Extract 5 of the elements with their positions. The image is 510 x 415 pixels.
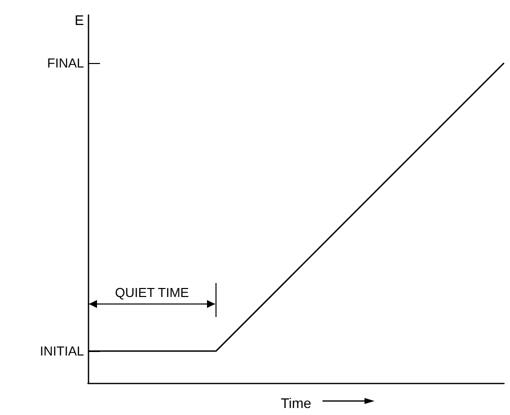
y-axis-title: E: [74, 12, 84, 28]
x-axis-title: Time: [280, 395, 312, 411]
annotation: QUIET TIME: [115, 284, 190, 300]
text: FINAL: [47, 56, 84, 71]
text: INITIAL: [40, 344, 84, 359]
